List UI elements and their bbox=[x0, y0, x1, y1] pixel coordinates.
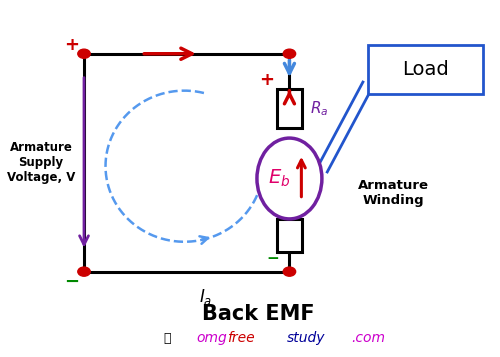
FancyBboxPatch shape bbox=[277, 219, 302, 252]
Text: $I_a$: $I_a$ bbox=[199, 287, 212, 307]
Text: +: + bbox=[64, 36, 80, 54]
Text: Armature
Winding: Armature Winding bbox=[358, 178, 428, 207]
Text: Load: Load bbox=[402, 60, 449, 79]
Ellipse shape bbox=[257, 138, 322, 219]
Circle shape bbox=[78, 49, 90, 58]
Text: Armature
Supply
Voltage, V: Armature Supply Voltage, V bbox=[7, 141, 75, 184]
Circle shape bbox=[283, 49, 296, 58]
Text: study: study bbox=[287, 331, 326, 346]
Text: free: free bbox=[228, 331, 255, 346]
Text: .com: .com bbox=[352, 331, 386, 346]
Text: Back EMF: Back EMF bbox=[202, 304, 314, 324]
Circle shape bbox=[283, 267, 296, 276]
FancyBboxPatch shape bbox=[368, 45, 483, 94]
Text: omg: omg bbox=[196, 331, 228, 346]
Text: −: − bbox=[267, 251, 280, 266]
Text: +: + bbox=[259, 71, 274, 89]
Text: −: − bbox=[64, 272, 80, 291]
FancyBboxPatch shape bbox=[277, 89, 302, 127]
Circle shape bbox=[78, 267, 90, 276]
Text: $E_b$: $E_b$ bbox=[268, 168, 290, 189]
Text: $R_a$: $R_a$ bbox=[310, 99, 329, 117]
Text: 📚: 📚 bbox=[164, 332, 172, 345]
